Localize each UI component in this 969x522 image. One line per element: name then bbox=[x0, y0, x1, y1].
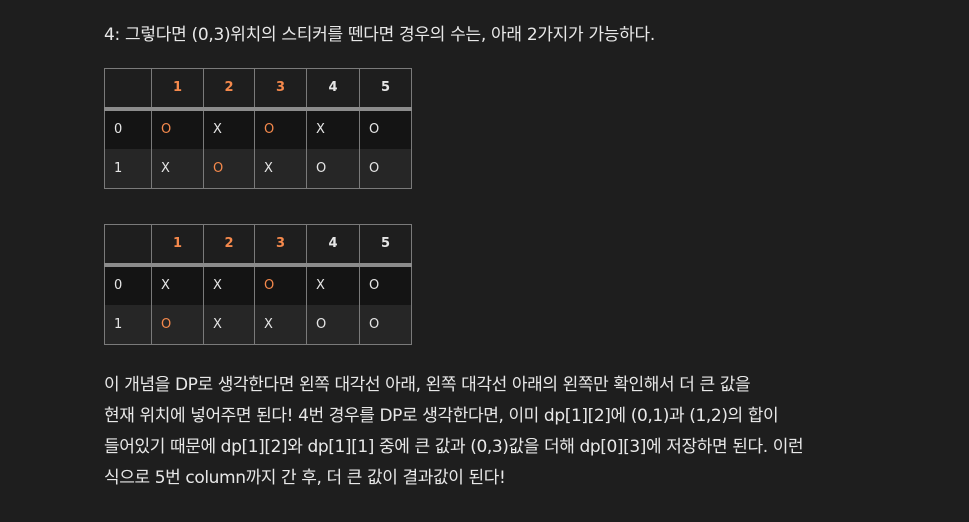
row-index-cell: 0 bbox=[104, 264, 152, 305]
paragraph-line: 식으로 5번 column까지 간 후, 더 큰 값이 결과값이 된다! bbox=[104, 468, 506, 488]
table-cell: X bbox=[151, 148, 204, 189]
table-header-row: 1 2 3 4 5 bbox=[104, 224, 412, 267]
table-cell: O bbox=[254, 108, 307, 149]
table-cell: O bbox=[359, 264, 412, 305]
paragraph-line: 현재 위치에 넣어주면 된다! 4번 경우를 DP로 생각한다면, 이미 dp[… bbox=[104, 406, 779, 426]
sticker-table-2: 1 2 3 4 5 0 X X O X O 1 O X X O O bbox=[104, 224, 412, 345]
table-cell: X bbox=[203, 304, 255, 345]
table-cell: X bbox=[203, 264, 255, 305]
paragraph-line: 이 개념을 DP로 생각한다면 왼쪽 대각선 아래, 왼쪽 대각선 아래의 왼쪽… bbox=[104, 375, 751, 395]
table-row: 1 O X X O O bbox=[104, 304, 412, 345]
table-cell: O bbox=[151, 304, 204, 345]
table-row: 1 X O X O O bbox=[104, 148, 412, 189]
header-cell: 4 bbox=[306, 224, 360, 267]
header-cell: 1 bbox=[151, 68, 204, 111]
table-cell: X bbox=[151, 264, 204, 305]
table-cell: X bbox=[254, 304, 307, 345]
paragraph-line: 들어있기 때문에 dp[1][2]와 dp[1][1] 중에 큰 값과 (0,3… bbox=[104, 437, 804, 457]
row-index-cell: 1 bbox=[104, 148, 152, 189]
row-index-cell: 1 bbox=[104, 304, 152, 345]
table-cell: X bbox=[306, 264, 360, 305]
header-cell bbox=[104, 224, 152, 267]
table-cell: O bbox=[359, 108, 412, 149]
header-cell: 2 bbox=[203, 224, 255, 267]
section-heading: 4: 그렇다면 (0,3)위치의 스티커를 뗀다면 경우의 수는, 아래 2가지… bbox=[104, 25, 655, 45]
table-cell: X bbox=[203, 108, 255, 149]
row-index-cell: 0 bbox=[104, 108, 152, 149]
header-cell: 5 bbox=[359, 68, 412, 111]
table-row: 0 X X O X O bbox=[104, 264, 412, 305]
table-cell: O bbox=[203, 148, 255, 189]
header-cell: 1 bbox=[151, 224, 204, 267]
table-cell: O bbox=[359, 148, 412, 189]
table-cell: X bbox=[306, 108, 360, 149]
sticker-table-1: 1 2 3 4 5 0 O X O X O 1 X O X O O bbox=[104, 68, 412, 189]
table-cell: O bbox=[151, 108, 204, 149]
table-row: 0 O X O X O bbox=[104, 108, 412, 149]
table-cell: X bbox=[254, 148, 307, 189]
header-cell: 2 bbox=[203, 68, 255, 111]
header-cell bbox=[104, 68, 152, 111]
header-cell: 4 bbox=[306, 68, 360, 111]
table-cell: O bbox=[306, 148, 360, 189]
header-cell: 3 bbox=[254, 68, 307, 111]
table-cell: O bbox=[254, 264, 307, 305]
explanation-paragraph: 이 개념을 DP로 생각한다면 왼쪽 대각선 아래, 왼쪽 대각선 아래의 왼쪽… bbox=[104, 370, 894, 494]
table-header-row: 1 2 3 4 5 bbox=[104, 68, 412, 111]
header-cell: 5 bbox=[359, 224, 412, 267]
header-cell: 3 bbox=[254, 224, 307, 267]
table-cell: O bbox=[359, 304, 412, 345]
table-cell: O bbox=[306, 304, 360, 345]
